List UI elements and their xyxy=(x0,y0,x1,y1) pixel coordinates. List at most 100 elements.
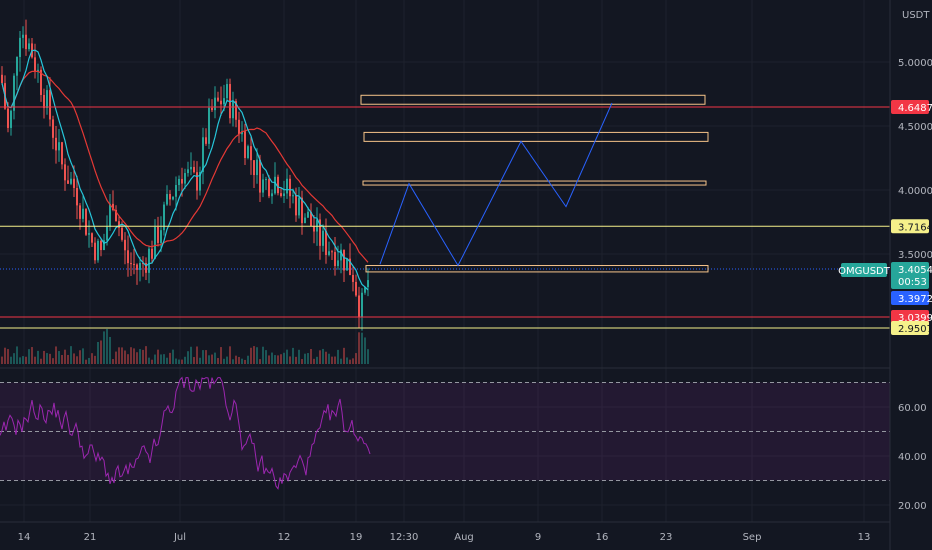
candle-body xyxy=(19,37,21,58)
volume-bar xyxy=(244,359,246,364)
candle-body xyxy=(34,57,36,72)
volume-bar xyxy=(145,346,147,364)
target-zone-box xyxy=(363,131,709,142)
candle-body xyxy=(139,262,141,270)
volume-bar xyxy=(199,357,201,364)
candle-body xyxy=(73,178,75,188)
candle-body xyxy=(214,97,216,111)
candle-body xyxy=(205,137,207,144)
volume-bar xyxy=(127,354,129,364)
candle-body xyxy=(1,74,3,84)
candle-body xyxy=(313,225,315,232)
volume-bar xyxy=(268,355,270,364)
candle-body xyxy=(226,84,228,99)
volume-bar xyxy=(217,358,219,364)
rsi-line xyxy=(0,376,371,490)
price-tag-box xyxy=(891,310,929,324)
rsi-band-lines xyxy=(0,382,890,481)
target-zone-box xyxy=(365,265,709,273)
candle-body xyxy=(97,240,99,261)
currency-label: USDT xyxy=(902,10,930,21)
volume-bar xyxy=(193,357,195,364)
candle-body xyxy=(58,142,60,151)
volume-bar xyxy=(187,351,189,364)
volume-bar xyxy=(175,358,177,364)
candle-body xyxy=(295,195,297,216)
candle-body xyxy=(49,90,51,120)
volume-bar xyxy=(16,346,18,364)
target-zone-boxes xyxy=(360,94,709,273)
volume-bar xyxy=(163,354,165,364)
candle-body xyxy=(112,203,114,210)
volume-bar xyxy=(367,349,369,364)
candle-body xyxy=(268,179,270,197)
volume-bar xyxy=(292,347,294,364)
volume-bar xyxy=(253,346,255,364)
price-tag-label: 4.6487 xyxy=(898,103,932,114)
volume-bar xyxy=(289,356,291,364)
candle-body xyxy=(94,242,96,261)
volume-bar xyxy=(142,349,144,364)
fast-moving-average-line xyxy=(1,49,369,291)
volume-bar xyxy=(70,346,72,364)
current-price-box xyxy=(891,262,929,289)
current-price-value: 3.4054 xyxy=(898,265,932,276)
candle-body xyxy=(142,262,144,264)
volume-bar xyxy=(49,353,51,364)
volume-bar xyxy=(355,353,357,364)
price-tag-box xyxy=(891,291,929,305)
volume-bar xyxy=(94,355,96,364)
volume-bar xyxy=(328,353,330,364)
candle-body xyxy=(100,240,102,251)
candle-body xyxy=(283,193,285,196)
volume-bar xyxy=(346,357,348,364)
time-axis[interactable]: 14 21 Jul 12 19 12:30 Aug 9 16 23 Sep 13 xyxy=(18,532,871,543)
volume-bar xyxy=(130,347,132,364)
price-tag-label: 2.9507 xyxy=(898,324,932,335)
candle-body xyxy=(91,233,93,243)
volume-bar xyxy=(100,340,102,364)
candle-body xyxy=(331,251,333,253)
volume-bar xyxy=(19,357,21,364)
volume-bar xyxy=(274,355,276,364)
candle-body xyxy=(76,187,78,206)
volume-bar xyxy=(115,351,117,364)
candle-body xyxy=(244,131,246,158)
candle-body xyxy=(355,281,357,296)
time-tick-label: 23 xyxy=(660,532,673,543)
volume-bar xyxy=(106,328,108,364)
volume-bar xyxy=(349,359,351,364)
horizontal-level-lines xyxy=(0,106,890,329)
volume-bar xyxy=(340,358,342,364)
volume-bar xyxy=(160,354,162,364)
volume-bar xyxy=(52,358,54,364)
candle-body xyxy=(298,197,300,216)
volume-bar xyxy=(10,356,12,364)
time-tick-label: 12:30 xyxy=(390,532,419,543)
candle-body xyxy=(46,90,48,109)
candle-body xyxy=(121,227,123,240)
candle-body xyxy=(82,208,84,219)
price-axis[interactable]: USDT 5.0000 4.5000 4.0000 3.5000 4.6487 3.71… xyxy=(838,10,932,512)
volume-bar xyxy=(37,350,39,364)
volume-bar xyxy=(13,353,15,364)
time-tick-label: 14 xyxy=(18,532,31,543)
candle-body xyxy=(16,57,18,76)
volume-bar xyxy=(322,348,324,364)
volume-bar xyxy=(124,350,126,364)
time-tick-label: Sep xyxy=(743,532,762,543)
volume-bar xyxy=(325,351,327,364)
candle-body xyxy=(166,194,168,205)
time-tick-label: Jul xyxy=(173,532,186,543)
volume-bar xyxy=(91,353,93,364)
volume-bar xyxy=(73,353,75,364)
volume-bar xyxy=(223,358,225,364)
candle-body xyxy=(259,159,261,193)
candle-body xyxy=(262,179,264,193)
candle-body xyxy=(37,69,39,72)
candle-body xyxy=(358,295,360,318)
price-tag-label: 3.0399 xyxy=(898,313,932,324)
current-price-tag: OMGUSDT 3.4054 00:53 xyxy=(838,262,932,289)
